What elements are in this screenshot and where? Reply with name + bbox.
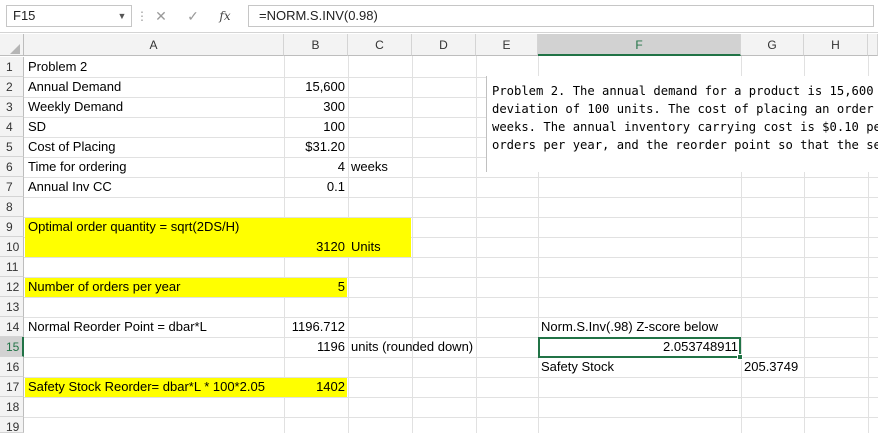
row-header-12[interactable]: 12: [0, 277, 24, 297]
row-header-16[interactable]: 16: [0, 357, 24, 377]
cell-b10[interactable]: 3120: [316, 239, 345, 254]
row-header-4[interactable]: 4: [0, 117, 24, 137]
row-header-10[interactable]: 10: [0, 237, 24, 257]
text-box-line: Problem 2. The annual demand for a produ…: [492, 84, 878, 98]
cell-a7[interactable]: Annual Inv CC: [28, 179, 112, 194]
cell-c6[interactable]: weeks: [351, 159, 388, 174]
cell-a1[interactable]: Problem 2: [28, 59, 88, 74]
row-header-7[interactable]: 7: [0, 177, 24, 197]
column-header-f[interactable]: F: [538, 34, 741, 56]
grid-line: [24, 237, 878, 238]
cancel-icon[interactable]: ✕: [155, 8, 167, 24]
grid-line: [24, 317, 878, 318]
grid-line: [476, 56, 477, 433]
name-box[interactable]: F15: [6, 5, 132, 27]
highlight-optimal-order: [25, 218, 411, 257]
column-header-a[interactable]: A: [24, 34, 284, 56]
grid-line: [24, 97, 878, 98]
column-header-d[interactable]: D: [412, 34, 476, 56]
highlight-safety-stock-reorder: [25, 378, 347, 397]
grid-line: [24, 377, 878, 378]
cell-c15[interactable]: units (rounded down): [351, 339, 474, 354]
cell-b17[interactable]: 1402: [316, 379, 345, 394]
column-header-g[interactable]: G: [741, 34, 804, 56]
grid-line: [741, 56, 742, 433]
row-header-5[interactable]: 5: [0, 137, 24, 157]
column-header-b[interactable]: B: [284, 34, 348, 56]
row-header-19[interactable]: 19: [0, 417, 24, 434]
row-header-13[interactable]: 13: [0, 297, 24, 317]
fill-handle[interactable]: [737, 354, 743, 360]
cell-a2[interactable]: Annual Demand: [28, 79, 122, 94]
cell-b15[interactable]: 1196: [317, 339, 345, 354]
insert-function-icon[interactable]: fx: [219, 9, 231, 23]
select-all-icon: [10, 44, 20, 54]
grid-line: [24, 137, 878, 138]
grid-line: [24, 197, 878, 198]
column-header-c[interactable]: C: [348, 34, 412, 56]
cell-a17[interactable]: Safety Stock Reorder= dbar*L * 100*2.05: [28, 379, 265, 394]
cell-b7[interactable]: 0.1: [326, 179, 345, 194]
grid-line: [538, 56, 539, 433]
name-box-dropdown-icon[interactable]: ▼: [117, 11, 127, 21]
cell-b6[interactable]: 4: [337, 159, 345, 174]
cell-g16[interactable]: 205.3749: [744, 359, 799, 374]
cell-a9[interactable]: Optimal order quantity = sqrt(2DS/H): [28, 219, 240, 234]
cell-c10[interactable]: Units: [351, 239, 381, 254]
row-header-18[interactable]: 18: [0, 397, 24, 417]
cell-a3[interactable]: Weekly Demand: [28, 99, 124, 114]
grid-line: [868, 56, 869, 433]
column-header-i[interactable]: [868, 34, 878, 56]
cell-b3[interactable]: 300: [323, 99, 345, 114]
cell-a4[interactable]: SD: [28, 119, 47, 134]
row-header-1[interactable]: 1: [0, 57, 24, 77]
cell-a12[interactable]: Number of orders per year: [28, 279, 181, 294]
grid-line: [24, 397, 878, 398]
row-header-9[interactable]: 9: [0, 217, 24, 237]
cell-b5[interactable]: $31.20: [305, 139, 345, 154]
column-header-e[interactable]: E: [476, 34, 538, 56]
row-header-3[interactable]: 3: [0, 97, 24, 117]
formula-input[interactable]: =NORM.S.INV(0.98): [248, 5, 874, 27]
grid-line: [24, 157, 878, 158]
grid-line: [24, 117, 878, 118]
text-box-line: deviation of 100 units. The cost of plac…: [492, 102, 878, 116]
row-header-8[interactable]: 8: [0, 197, 24, 217]
cell-b2[interactable]: 15,600: [305, 79, 345, 94]
grid-line: [24, 337, 878, 338]
grid-line: [24, 257, 878, 258]
row-header-15[interactable]: 15: [0, 337, 24, 357]
row-header-17[interactable]: 17: [0, 377, 24, 397]
more-options-icon: ⋮: [136, 9, 148, 23]
grid-line: [24, 417, 878, 418]
cell-a14[interactable]: Normal Reorder Point = dbar*L: [28, 319, 207, 334]
text-box-line: orders per year, and the reorder point s…: [492, 138, 878, 152]
grid-line: [412, 56, 413, 433]
problem-text-box[interactable]: Problem 2. The annual demand for a produ…: [486, 76, 878, 172]
active-cell-selection[interactable]: [538, 337, 741, 358]
row-header-11[interactable]: 11: [0, 257, 24, 277]
enter-icon[interactable]: ✓: [187, 8, 199, 24]
highlight-orders-per-year: [25, 278, 347, 297]
cell-f16[interactable]: Safety Stock: [541, 359, 614, 374]
cell-a6[interactable]: Time for ordering: [28, 159, 127, 174]
column-header-h[interactable]: H: [804, 34, 868, 56]
row-header-2[interactable]: 2: [0, 77, 24, 97]
cell-a5[interactable]: Cost of Placing: [28, 139, 116, 154]
grid-line: [24, 77, 878, 78]
cell-b12[interactable]: 5: [337, 279, 345, 294]
cell-b4[interactable]: 100: [323, 119, 345, 134]
cell-b14[interactable]: 1196.712: [291, 319, 345, 334]
cell-f14[interactable]: Norm.S.Inv(.98) Z-score below: [541, 319, 718, 334]
grid-line: [24, 177, 878, 178]
row-header-6[interactable]: 6: [0, 157, 24, 177]
text-box-line: weeks. The annual inventory carrying cos…: [492, 120, 878, 134]
grid-line: [24, 357, 878, 358]
grid-line: [24, 217, 878, 218]
row-header-14[interactable]: 14: [0, 317, 24, 337]
cell-f15[interactable]: 2.053748911: [663, 339, 738, 354]
grid-line: [804, 56, 805, 433]
grid-line: [24, 297, 878, 298]
grid-line: [24, 277, 878, 278]
